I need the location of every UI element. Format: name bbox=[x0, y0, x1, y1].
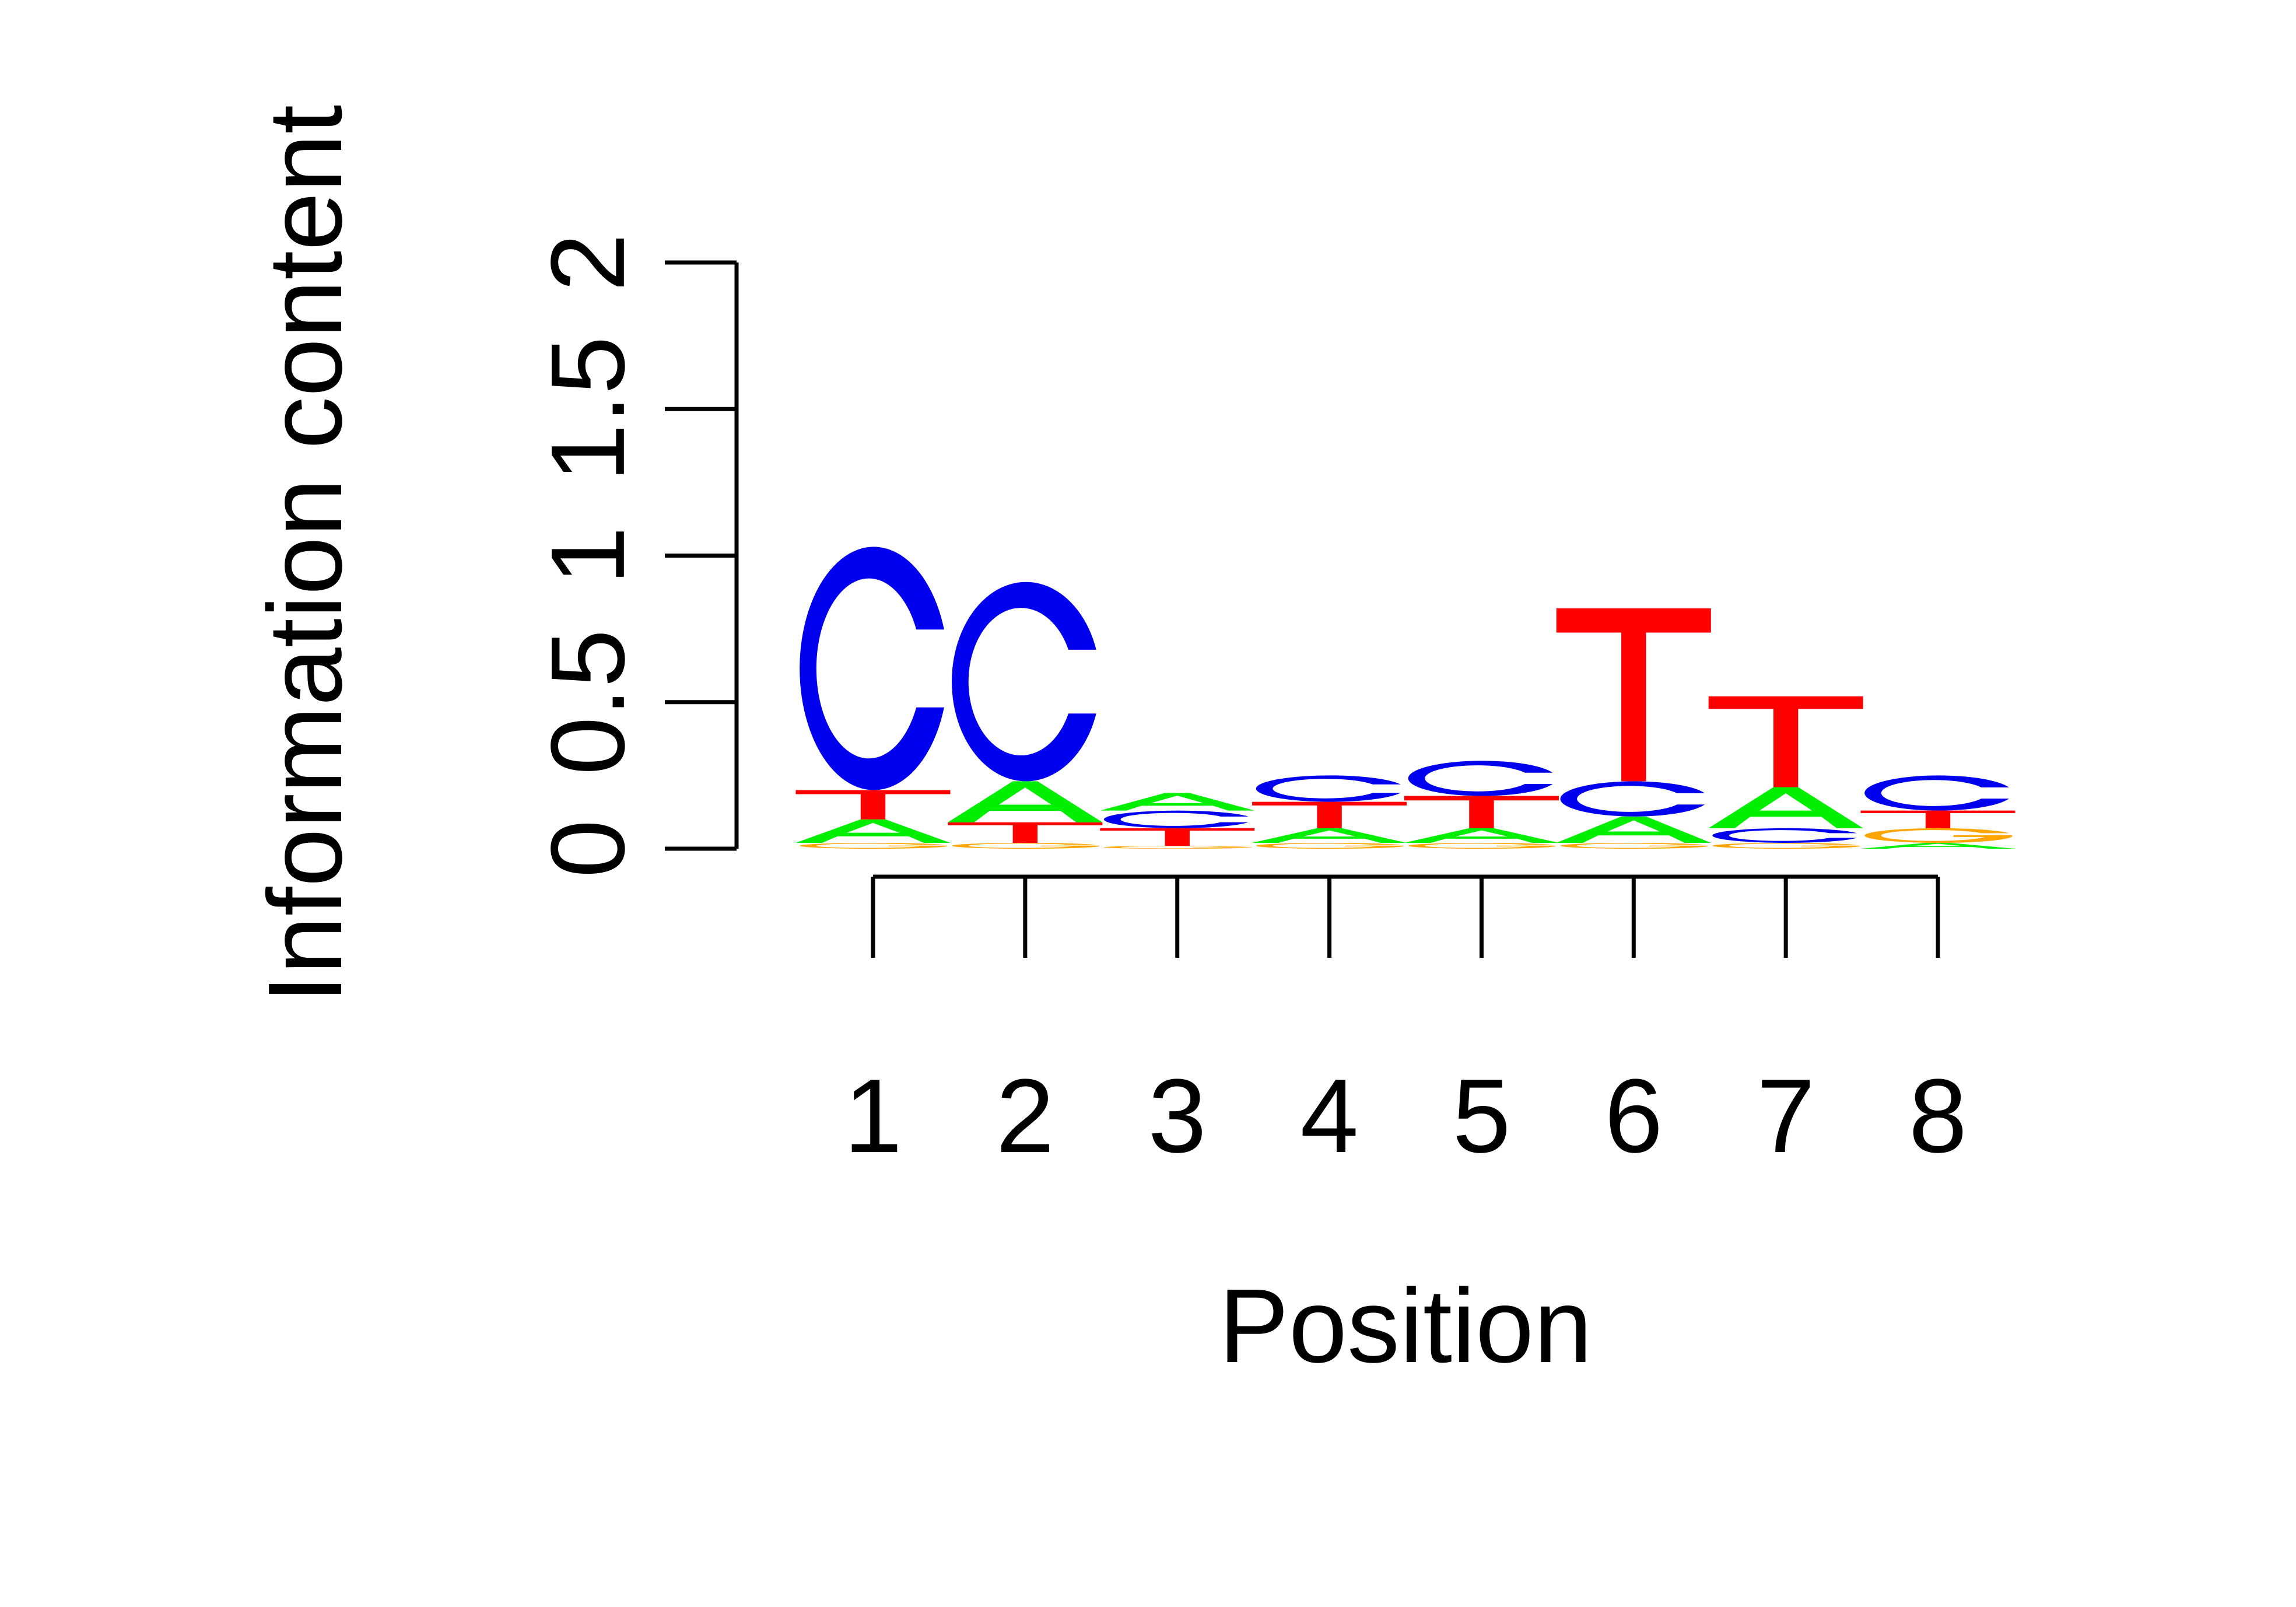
letter-C-pos-4 bbox=[1256, 775, 1401, 802]
y-tick-label: 2 bbox=[530, 233, 647, 292]
letter-C-pos-3 bbox=[1103, 810, 1249, 828]
y-tick-label: 0 bbox=[530, 820, 647, 878]
letter-T-pos-1 bbox=[795, 790, 951, 820]
letter-G-pos-1 bbox=[800, 842, 948, 849]
x-tick-label: 3 bbox=[1148, 1058, 1207, 1175]
y-axis-title: Information content bbox=[247, 105, 364, 1004]
x-tick-label: 2 bbox=[996, 1058, 1054, 1175]
letter-C-pos-7 bbox=[1712, 828, 1857, 843]
letter-G-pos-4 bbox=[1256, 842, 1404, 849]
x-tick-label: 7 bbox=[1757, 1058, 1815, 1175]
x-tick-label: 6 bbox=[1604, 1058, 1663, 1175]
letter-A-pos-4 bbox=[1252, 828, 1407, 843]
letter-T-pos-6 bbox=[1556, 608, 1711, 782]
letter-C-pos-5 bbox=[1408, 761, 1553, 796]
y-tick-label: 1.5 bbox=[530, 336, 647, 482]
letter-C-pos-8 bbox=[1864, 775, 2009, 811]
letter-G-pos-2 bbox=[952, 842, 1100, 849]
letter-T-pos-4 bbox=[1252, 801, 1407, 828]
x-tick-label: 5 bbox=[1452, 1058, 1510, 1175]
letter-stacks bbox=[795, 547, 2015, 849]
letter-A-pos-8 bbox=[1860, 842, 2015, 849]
letter-T-pos-5 bbox=[1404, 796, 1559, 828]
y-axis-ticks bbox=[665, 260, 737, 851]
letter-C-pos-2 bbox=[952, 582, 1096, 782]
letter-T-pos-2 bbox=[948, 822, 1103, 843]
letter-A-pos-3 bbox=[1100, 793, 1255, 811]
y-axis: 0 0.5 1 1.5 2 bbox=[530, 233, 739, 878]
letter-C-pos-6 bbox=[1560, 781, 1705, 817]
letter-C-pos-1 bbox=[800, 547, 944, 790]
letter-G-pos-3 bbox=[1104, 845, 1252, 849]
letter-T-pos-8 bbox=[1860, 810, 2015, 828]
letter-A-pos-7 bbox=[1708, 787, 1863, 828]
letter-G-pos-8 bbox=[1864, 828, 2013, 843]
letter-A-pos-2 bbox=[948, 781, 1103, 822]
x-tick-label: 1 bbox=[844, 1058, 902, 1175]
letter-G-pos-7 bbox=[1712, 842, 1860, 849]
letter-T-pos-3 bbox=[1100, 828, 1255, 846]
letter-A-pos-5 bbox=[1404, 828, 1559, 843]
x-tick-label: 4 bbox=[1301, 1058, 1359, 1175]
letter-A-pos-1 bbox=[795, 819, 951, 843]
x-axis-title: Position bbox=[1219, 1268, 1592, 1385]
letter-G-pos-6 bbox=[1560, 842, 1708, 849]
letter-G-pos-5 bbox=[1408, 842, 1556, 849]
letter-A-pos-6 bbox=[1556, 816, 1711, 843]
y-tick-label: 1 bbox=[530, 526, 647, 584]
letter-T-pos-7 bbox=[1708, 696, 1863, 787]
y-tick-label: 0.5 bbox=[530, 629, 647, 775]
x-tick-label: 8 bbox=[1909, 1058, 1967, 1175]
x-axis-ticks bbox=[871, 877, 1940, 958]
y-axis-tick-labels: 0 0.5 1 1.5 2 bbox=[530, 233, 647, 878]
